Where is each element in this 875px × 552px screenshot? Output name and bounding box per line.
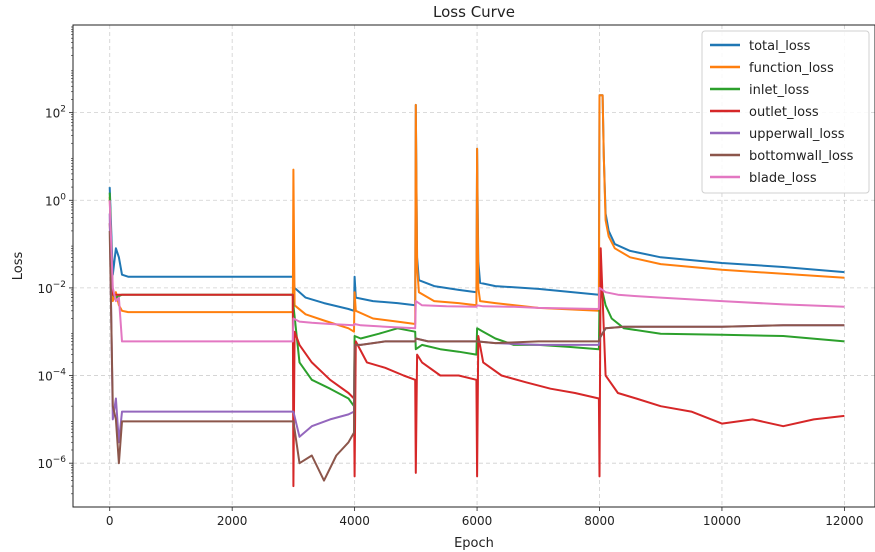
legend-frame (701, 30, 870, 194)
legend-label: outlet_loss (749, 105, 819, 120)
x-axis-label: Epoch (454, 536, 494, 551)
legend-label: blade_loss (749, 171, 817, 186)
x-tick-label: 12000 (825, 514, 863, 528)
series-line-function-loss (108, 94, 845, 333)
x-tick-label: 10000 (703, 514, 741, 528)
legend-label: function_loss (749, 61, 834, 76)
series-line-blade-loss (108, 200, 845, 343)
chart-title: Loss Curve (433, 3, 515, 21)
legend-label: bottomwall_loss (749, 149, 854, 164)
series-lines (108, 94, 845, 488)
legend-label: total_loss (749, 39, 811, 54)
x-tick-label: 4000 (339, 514, 370, 528)
legend: total_loss function_loss inlet_loss outlet_… (701, 30, 870, 194)
legend-label: upperwall_loss (749, 127, 845, 142)
series-line-bottomwall-loss (108, 230, 845, 482)
series-line-outlet-loss (108, 223, 845, 488)
plot-frame (72, 24, 875, 508)
y-axis-label: Loss (11, 252, 26, 281)
x-tick-label: 2000 (217, 514, 248, 528)
x-tick-label: 6000 (462, 514, 493, 528)
legend-label: inlet_loss (749, 83, 809, 98)
grid (73, 25, 875, 507)
x-tick-label: 8000 (584, 514, 615, 528)
x-tick-label: 0 (106, 514, 114, 528)
